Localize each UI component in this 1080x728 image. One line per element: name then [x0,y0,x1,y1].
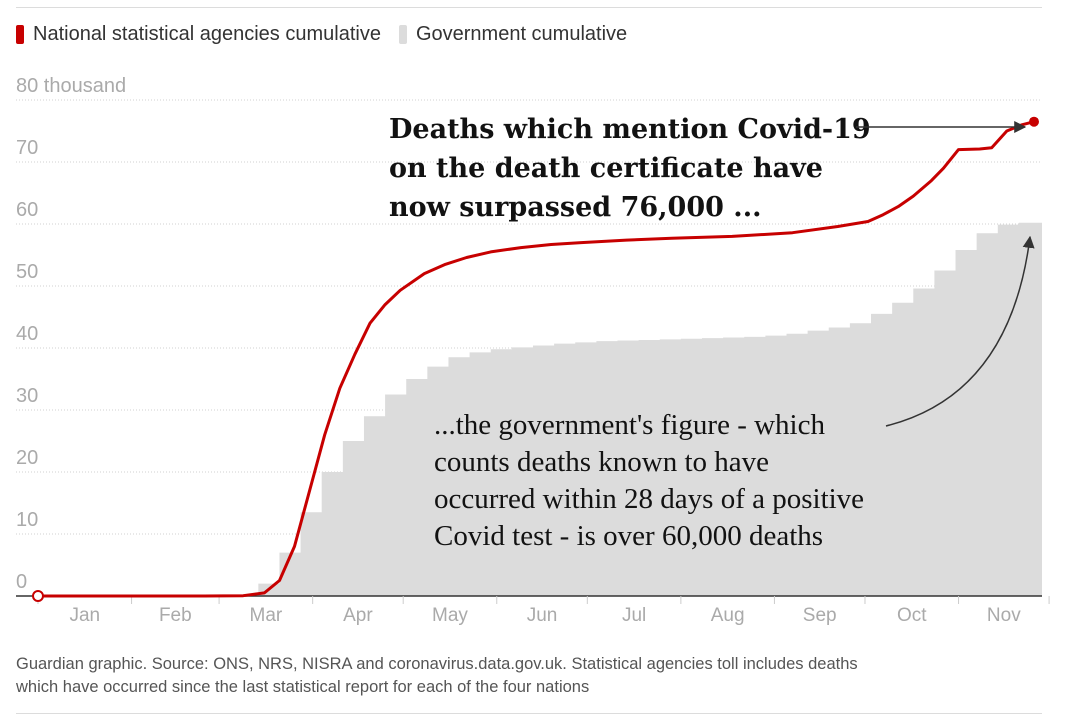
annotations: Deaths which mention Covid-19 on the deat… [389,114,1035,552]
x-tick-label: Jan [69,605,100,626]
y-tick-label: 50 [16,261,38,283]
x-tick-label: Oct [897,605,927,626]
national-line-group [32,116,1039,602]
annotation-government-line: occurred within 28 days of a positive [434,483,864,515]
x-tick-label: Aug [711,605,745,626]
annotation-national-line: now surpassed 76,000 ... [389,192,762,223]
legend-entry-national: National statistical agencies cumulative [16,23,381,46]
x-tick-label: Mar [250,605,283,626]
annotation-national-line: Deaths which mention Covid-19 [389,114,871,145]
source-note-line-1: Guardian graphic. Source: ONS, NRS, NISR… [16,655,858,673]
x-tick-label: May [432,605,468,626]
y-tick-label: 70 [16,137,38,159]
y-tick-label: 20 [16,447,38,469]
y-tick-label: 0 [16,571,27,593]
annotation-government-line: Covid test - is over 60,000 deaths [434,520,823,552]
national-start-point [32,590,44,602]
legend-entry-government: Government cumulative [398,22,628,46]
government-swatch-icon [398,24,407,44]
x-tick-label: Feb [159,605,192,626]
chart: 0 10 20 30 40 50 60 70 80 thousand Jan Feb Mar Apr M… [16,75,1050,626]
annotation-national-line: on the death certificate have [389,153,823,184]
annotation-government-line: ...the government's figure - which [434,409,825,441]
x-tick-label: Jul [622,605,646,626]
y-axis: 0 10 20 30 40 50 60 70 80 thousand [16,75,126,593]
source-note-line-2: which have occurred since the last stati… [16,678,590,696]
x-tick-label: Nov [987,605,1021,626]
x-tick-label: Sep [803,605,837,626]
legend-label-government: Government cumulative [415,22,628,45]
government-step-area [258,222,1042,596]
legend-label-national: National statistical agencies cumulative [33,22,381,45]
y-tick-label: 10 [16,509,38,531]
x-axis: Jan Feb Mar Apr May Jun Jul Aug Sep Oct Nov [16,595,1050,626]
national-series-line [38,120,1035,598]
government-area [258,222,1042,596]
annotation-government-line: counts deaths known to have [434,446,769,478]
bottom-rule [16,713,1042,714]
y-tick-label: 40 [16,323,38,345]
y-tick-label: 30 [16,385,38,407]
national-swatch-icon [16,24,24,44]
y-tick-label: 60 [16,199,38,221]
x-tick-label: Jun [527,605,558,626]
annotation-government-arrow [885,235,1035,427]
top-rule [16,7,1042,8]
y-tick-label: 80 thousand [16,75,126,97]
national-end-point [1029,116,1039,127]
source-note: Guardian graphic. Source: ONS, NRS, NISR… [16,653,1056,699]
x-tick-label: Apr [343,605,373,626]
legend: National statistical agencies cumulative… [16,20,645,48]
